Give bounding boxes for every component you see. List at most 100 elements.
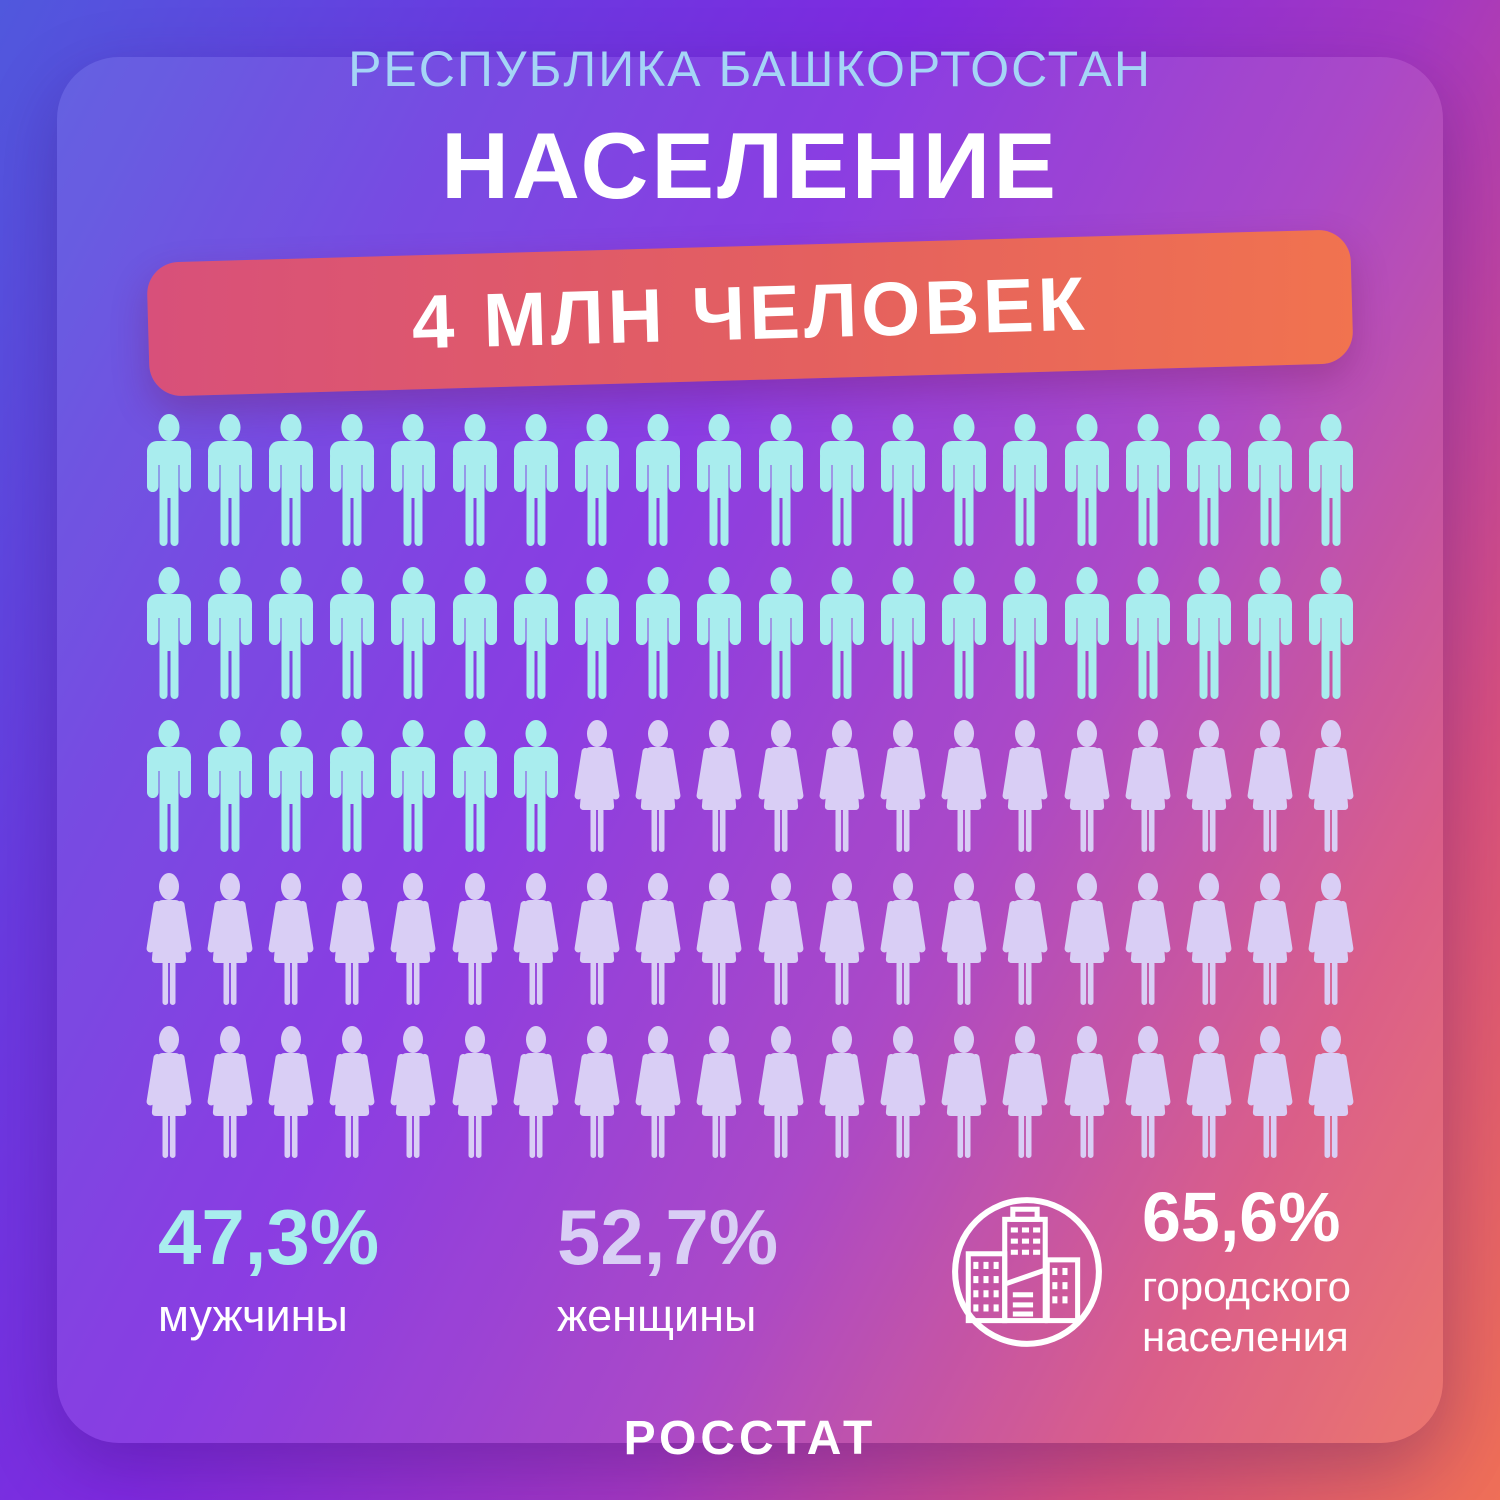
woman-icon: [505, 1026, 566, 1166]
woman-icon: [1240, 720, 1301, 860]
woman-icon: [934, 873, 995, 1013]
woman-icon: [260, 873, 321, 1013]
man-icon: [383, 567, 444, 707]
woman-icon: [199, 873, 260, 1013]
woman-icon: [444, 1026, 505, 1166]
man-icon: [199, 567, 260, 707]
woman-icon: [383, 1026, 444, 1166]
woman-icon: [199, 1026, 260, 1166]
man-icon: [628, 567, 689, 707]
man-icon: [628, 414, 689, 554]
man-icon: [1301, 414, 1362, 554]
woman-icon: [444, 873, 505, 1013]
woman-icon: [1178, 1026, 1239, 1166]
man-icon: [811, 567, 872, 707]
woman-icon: [1240, 873, 1301, 1013]
man-icon: [750, 414, 811, 554]
city-buildings-icon: [952, 1197, 1102, 1348]
woman-icon: [689, 720, 750, 860]
woman-icon: [1178, 720, 1239, 860]
woman-icon: [138, 873, 199, 1013]
woman-icon: [872, 1026, 933, 1166]
male-percent-value: 47,3%: [158, 1193, 380, 1281]
female-percent-value: 52,7%: [557, 1193, 779, 1281]
woman-icon: [628, 1026, 689, 1166]
man-icon: [322, 567, 383, 707]
man-icon: [566, 567, 627, 707]
stats-row: 47,3% мужчины 52,7% женщины: [0, 1180, 1500, 1360]
man-icon: [444, 414, 505, 554]
woman-icon: [1056, 720, 1117, 860]
woman-icon: [1117, 1026, 1178, 1166]
woman-icon: [750, 1026, 811, 1166]
woman-icon: [995, 720, 1056, 860]
woman-icon: [1301, 873, 1362, 1013]
man-icon: [689, 414, 750, 554]
man-icon: [750, 567, 811, 707]
female-percent-label: женщины: [557, 1290, 757, 1341]
man-icon: [444, 567, 505, 707]
man-icon: [505, 720, 566, 860]
man-icon: [1056, 414, 1117, 554]
woman-icon: [1117, 720, 1178, 860]
man-icon: [811, 414, 872, 554]
man-icon: [872, 567, 933, 707]
woman-icon: [322, 873, 383, 1013]
man-icon: [322, 414, 383, 554]
woman-icon: [872, 720, 933, 860]
man-icon: [995, 567, 1056, 707]
man-icon: [322, 720, 383, 860]
urban-percent-label: городского населения: [1142, 1263, 1352, 1361]
woman-icon: [872, 873, 933, 1013]
total-population-banner: 4 МЛН ЧЕЛОВЕК: [146, 229, 1354, 397]
stat-female: 52,7% женщины: [557, 1198, 778, 1342]
woman-icon: [566, 720, 627, 860]
woman-icon: [1056, 873, 1117, 1013]
man-icon: [260, 567, 321, 707]
woman-icon: [1301, 720, 1362, 860]
woman-icon: [934, 720, 995, 860]
woman-icon: [934, 1026, 995, 1166]
woman-icon: [689, 873, 750, 1013]
man-icon: [505, 414, 566, 554]
woman-icon: [1240, 1026, 1301, 1166]
man-icon: [995, 414, 1056, 554]
source-label: РОССТАТ: [623, 1412, 877, 1465]
woman-icon: [750, 873, 811, 1013]
male-percent-label: мужчины: [158, 1290, 348, 1341]
man-icon: [566, 414, 627, 554]
woman-icon: [566, 873, 627, 1013]
woman-icon: [1056, 1026, 1117, 1166]
man-icon: [505, 567, 566, 707]
total-population-label: 4 МЛН ЧЕЛОВЕК: [410, 261, 1090, 365]
man-icon: [383, 414, 444, 554]
stat-male: 47,3% мужчины: [158, 1198, 379, 1342]
man-icon: [199, 414, 260, 554]
man-icon: [138, 414, 199, 554]
man-icon: [260, 414, 321, 554]
woman-icon: [628, 873, 689, 1013]
man-icon: [934, 567, 995, 707]
population-pictogram: [138, 414, 1362, 1166]
man-icon: [1117, 414, 1178, 554]
woman-icon: [995, 873, 1056, 1013]
man-icon: [1178, 567, 1239, 707]
man-icon: [444, 720, 505, 860]
woman-icon: [505, 873, 566, 1013]
woman-icon: [689, 1026, 750, 1166]
region-subtitle: РЕСПУБЛИКА БАШКОРТОСТАН: [348, 41, 1152, 97]
man-icon: [1240, 567, 1301, 707]
man-icon: [138, 720, 199, 860]
stat-urban: 65,6% городского населения: [946, 1182, 1392, 1363]
woman-icon: [995, 1026, 1056, 1166]
woman-icon: [566, 1026, 627, 1166]
urban-percent-value: 65,6%: [1142, 1178, 1341, 1256]
man-icon: [1056, 567, 1117, 707]
man-icon: [872, 414, 933, 554]
man-icon: [1117, 567, 1178, 707]
man-icon: [1178, 414, 1239, 554]
man-icon: [1240, 414, 1301, 554]
man-icon: [260, 720, 321, 860]
woman-icon: [322, 1026, 383, 1166]
